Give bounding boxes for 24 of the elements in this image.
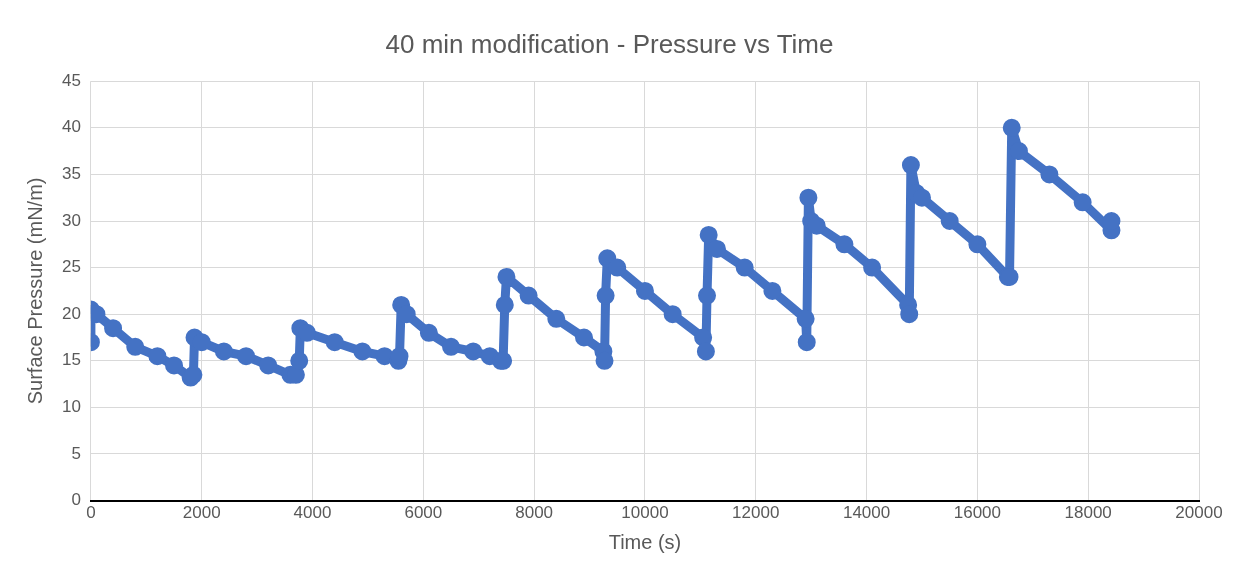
y-tick-label: 25: [61, 257, 81, 277]
y-tick-label: 5: [71, 443, 81, 463]
chart-title: 40 min modification - Pressure vs Time: [385, 28, 834, 59]
y-tick-label: 20: [61, 303, 81, 323]
x-tick-label: 20000: [1175, 503, 1223, 523]
x-tick-label: 16000: [953, 503, 1002, 523]
x-tick-label: 2000: [182, 503, 221, 523]
x-tick-label: 6000: [404, 503, 443, 523]
x-tick-label: 8000: [515, 503, 554, 523]
y-tick-label: 45: [61, 70, 81, 90]
y-tick-label: 35: [61, 164, 81, 184]
y-tick-label: 10: [61, 397, 81, 417]
y-tick-label: 15: [61, 350, 81, 370]
x-tick-label: 10000: [621, 503, 669, 523]
x-tick-label: 18000: [1064, 503, 1112, 523]
y-tick-label: 40: [61, 117, 81, 137]
y-tick-label: 30: [61, 210, 81, 230]
x-axis-title: Time (s): [608, 530, 682, 553]
x-tick-label: 4000: [293, 503, 332, 523]
y-axis-title: Surface Pressure (mN/m): [23, 177, 46, 405]
x-tick-label: 0: [86, 503, 96, 523]
x-tick-label: 12000: [732, 503, 780, 523]
y-tick-label: 0: [71, 490, 81, 510]
x-tick-label: 14000: [842, 503, 891, 523]
